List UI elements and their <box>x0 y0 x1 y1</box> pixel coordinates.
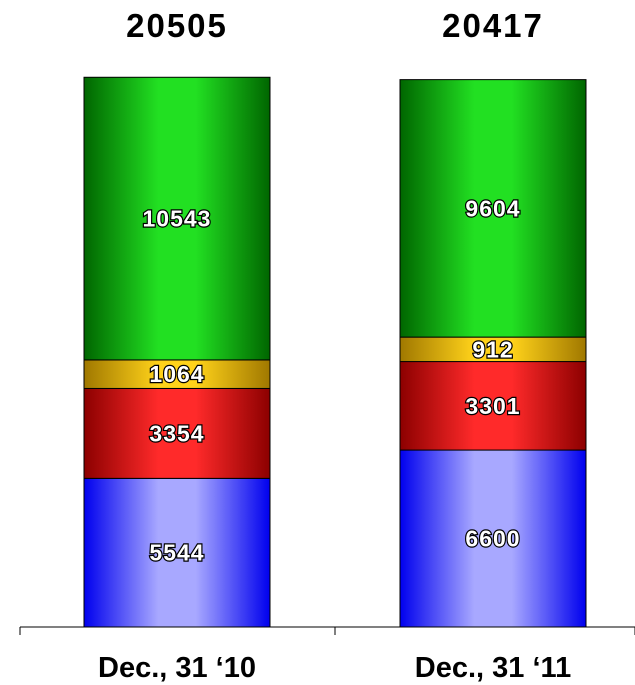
bar-segment <box>399 79 587 338</box>
bar-segment <box>399 449 587 628</box>
bar-segment <box>399 361 587 451</box>
data-label: 10543 <box>143 206 212 232</box>
x-axis <box>19 626 635 635</box>
bars-layer <box>83 76 587 628</box>
data-label: 1064 <box>149 361 204 387</box>
bar-segment <box>83 477 271 628</box>
total-label: 20417 <box>442 7 544 44</box>
labels-layer: 5544 3354 1064 10543 20505 Dec., 31 ‘10 6600 33… <box>98 7 571 684</box>
data-label: 3301 <box>465 393 520 419</box>
category-label: Dec., 31 ‘10 <box>98 652 256 684</box>
data-label: 3354 <box>149 420 204 446</box>
bar-segment <box>399 336 587 363</box>
data-label: 912 <box>472 336 513 362</box>
data-label: 9604 <box>465 195 520 221</box>
bar-segment <box>83 76 271 361</box>
category-label: Dec., 31 ‘11 <box>415 652 571 684</box>
data-label: 6600 <box>465 526 520 552</box>
data-label: 5544 <box>149 540 204 566</box>
total-label: 20505 <box>126 7 228 44</box>
bar-segment <box>83 387 271 479</box>
